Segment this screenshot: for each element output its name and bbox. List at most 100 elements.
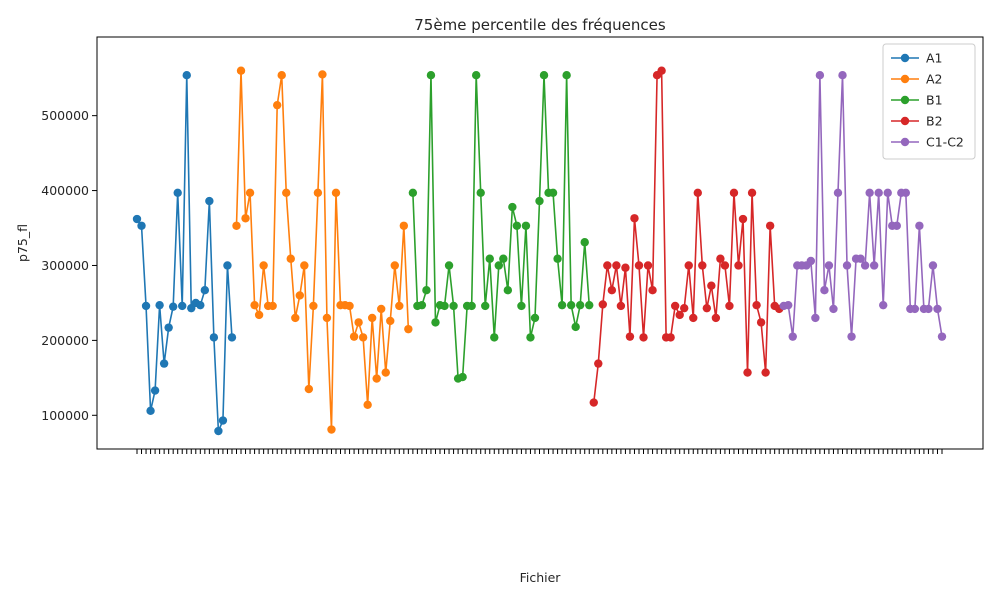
legend-marker xyxy=(900,137,910,147)
data-point xyxy=(313,188,323,198)
data-point xyxy=(241,214,250,223)
data-point xyxy=(205,196,214,206)
data-point xyxy=(426,71,436,80)
data-point xyxy=(372,374,381,383)
data-point xyxy=(643,261,653,270)
data-point xyxy=(576,300,585,310)
legend-item: A2 xyxy=(891,72,943,87)
data-point xyxy=(675,310,684,320)
data-point xyxy=(485,254,494,263)
data-point xyxy=(304,384,314,394)
data-point xyxy=(268,301,277,311)
data-point xyxy=(232,221,241,230)
data-point xyxy=(530,313,540,323)
legend-item: C1-C2 xyxy=(891,135,964,150)
data-point xyxy=(223,261,232,270)
legend-label: A2 xyxy=(926,72,943,87)
data-point xyxy=(752,300,761,310)
data-point xyxy=(603,261,612,270)
data-point xyxy=(295,291,305,300)
plot-area xyxy=(132,66,947,436)
data-point xyxy=(811,313,820,323)
data-point xyxy=(648,285,657,295)
y-tick-label: 400000 xyxy=(41,183,89,198)
series-b1 xyxy=(408,71,594,383)
data-point xyxy=(345,301,354,311)
data-point xyxy=(150,386,160,395)
data-point xyxy=(720,261,730,270)
data-point xyxy=(390,261,399,270)
data-point xyxy=(521,221,531,230)
data-point xyxy=(589,398,598,407)
legend-box xyxy=(882,43,976,160)
data-point xyxy=(254,310,264,320)
data-point xyxy=(901,188,911,198)
data-point xyxy=(490,333,499,342)
data-point xyxy=(693,188,702,198)
data-point xyxy=(377,304,386,314)
data-point xyxy=(847,332,856,341)
data-point xyxy=(309,301,318,311)
data-point xyxy=(182,71,191,80)
data-point xyxy=(132,214,142,224)
data-point xyxy=(178,301,187,311)
data-point xyxy=(381,368,390,377)
data-point xyxy=(458,372,467,382)
y-tick-label: 100000 xyxy=(41,408,89,423)
data-point xyxy=(612,261,621,270)
data-point xyxy=(738,214,748,224)
data-point xyxy=(512,221,522,230)
data-point xyxy=(168,302,178,311)
data-point xyxy=(833,188,843,198)
data-point xyxy=(354,318,363,327)
data-point xyxy=(765,221,775,230)
y-axis: 100000 200000 300000 400000 500000 xyxy=(41,108,97,423)
data-point xyxy=(806,256,816,266)
data-point xyxy=(395,301,404,311)
data-point xyxy=(639,333,648,342)
data-point xyxy=(915,221,924,230)
data-point xyxy=(788,332,797,341)
data-point xyxy=(607,285,617,295)
data-point xyxy=(399,221,409,230)
data-point xyxy=(594,359,603,368)
data-point xyxy=(630,214,639,223)
legend-marker xyxy=(900,116,910,126)
data-point xyxy=(566,300,576,310)
series-line xyxy=(592,68,780,403)
legend-label: A1 xyxy=(926,51,943,66)
data-point xyxy=(277,71,286,80)
legend-marker xyxy=(900,95,910,105)
y-tick-label: 200000 xyxy=(41,333,89,348)
data-point xyxy=(856,254,865,263)
data-point xyxy=(499,254,508,263)
data-point xyxy=(245,188,255,198)
data-point xyxy=(562,71,571,80)
legend-item: A1 xyxy=(891,51,943,66)
data-point xyxy=(784,300,793,310)
data-point xyxy=(616,301,626,311)
data-point xyxy=(702,303,712,313)
data-point xyxy=(282,188,291,198)
data-point xyxy=(318,70,327,79)
legend-item: B1 xyxy=(891,93,943,108)
chart-title: 75ème percentile des fréquences xyxy=(414,16,666,34)
data-point xyxy=(363,400,372,409)
data-point xyxy=(829,304,838,314)
series-c1-c2 xyxy=(779,71,947,341)
data-point xyxy=(146,406,155,415)
data-point xyxy=(286,254,295,263)
series-a2 xyxy=(232,66,413,434)
data-point xyxy=(331,188,341,198)
data-point xyxy=(716,254,725,263)
data-point xyxy=(155,300,164,310)
data-point xyxy=(481,301,490,311)
data-point xyxy=(322,313,332,323)
data-point xyxy=(761,368,770,377)
data-point xyxy=(494,261,503,270)
data-point xyxy=(756,318,766,327)
data-point xyxy=(625,332,635,341)
legend-label: B1 xyxy=(926,93,943,108)
data-point xyxy=(684,261,693,270)
